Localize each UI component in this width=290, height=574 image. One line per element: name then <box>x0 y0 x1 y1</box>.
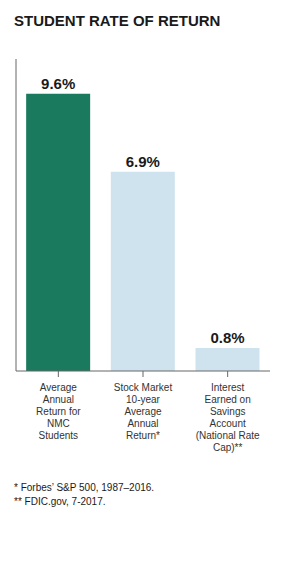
svg-text:Stock Market10-yearAverageAnnu: Stock Market10-yearAverageAnnualReturn* <box>114 382 173 441</box>
svg-text:AverageAnnualReturn forNMCStud: AverageAnnualReturn forNMCStudents <box>36 382 81 441</box>
svg-text:6.9%: 6.9% <box>126 153 160 170</box>
svg-text:9.6%: 9.6% <box>41 75 75 92</box>
html-text:STUDENT RATE OF RETURN: STUDENT RATE OF RETURN <box>14 12 221 29</box>
svg-text:InterestEarned onSavingsAccoun: InterestEarned onSavingsAccount(National… <box>196 382 260 453</box>
svg-text:0.8%: 0.8% <box>210 329 244 346</box>
html-text:** FDIC.gov, 7-2017.: ** FDIC.gov, 7-2017. <box>14 496 106 507</box>
html-text:* Forbes’ S&P 500, 1987–2016.: * Forbes’ S&P 500, 1987–2016. <box>14 482 155 493</box>
